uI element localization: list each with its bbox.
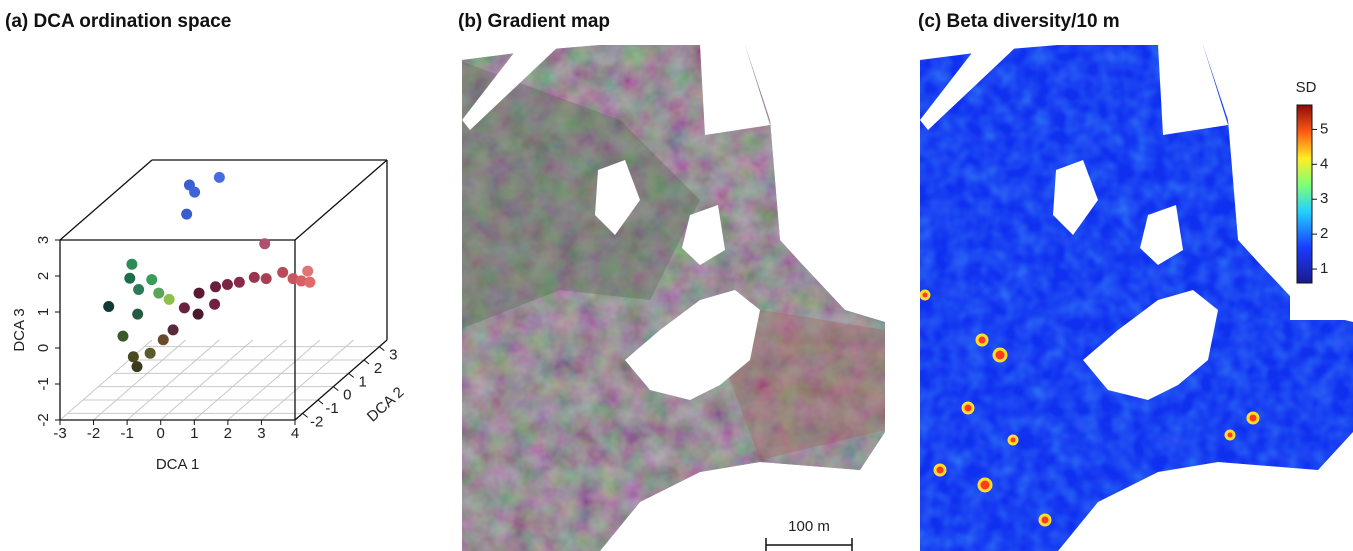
data-point <box>117 330 129 342</box>
y-tick-label: 3 <box>389 347 397 364</box>
data-point <box>287 273 299 285</box>
x-tick-label: 0 <box>157 425 165 442</box>
data-point <box>144 347 156 359</box>
x-tick-label: -1 <box>120 425 133 442</box>
data-point <box>295 275 307 287</box>
data-point <box>260 273 272 285</box>
data-point <box>302 265 314 277</box>
data-point <box>259 238 271 250</box>
data-point <box>133 283 145 295</box>
data-point <box>131 361 143 373</box>
grid-line <box>193 339 287 421</box>
z-tick-label: -1 <box>35 377 52 390</box>
data-point <box>127 351 139 363</box>
data-point <box>213 171 225 183</box>
y-tick-label: 1 <box>358 373 366 390</box>
z-tick-label: 1 <box>35 308 52 316</box>
data-point <box>167 324 179 336</box>
x-tick-label: 1 <box>190 425 198 442</box>
data-point <box>192 308 204 320</box>
colorbar: 1 2 3 4 5 <box>1296 104 1328 284</box>
panel-title: (a) DCA ordination space <box>5 11 231 32</box>
y-tick <box>302 412 308 418</box>
data-point <box>126 258 138 270</box>
colorbar-tick-label: 5 <box>1320 120 1328 137</box>
y-tick-label: -2 <box>310 413 323 430</box>
data-point <box>189 186 201 198</box>
data-point <box>248 271 260 283</box>
data-point <box>163 293 175 305</box>
z-tick-label: 0 <box>35 344 52 352</box>
panel-title: (b) Gradient map <box>458 11 610 32</box>
box-edge <box>294 159 388 241</box>
colorbar-tick-label: 1 <box>1320 260 1328 277</box>
grid-line <box>59 339 153 421</box>
data-point <box>146 274 158 286</box>
data-point <box>157 334 169 346</box>
box-edge <box>59 159 153 241</box>
grid-line <box>227 339 321 421</box>
grid-line <box>93 339 186 421</box>
y-tick <box>317 399 324 405</box>
x-tick-label: -3 <box>53 425 66 442</box>
z-tick-label: -2 <box>35 413 52 426</box>
box-edge <box>294 339 388 421</box>
data-point <box>181 208 193 220</box>
y-tick-label: 0 <box>343 387 351 404</box>
beta-diversity-map: SD 1 2 3 4 5 <box>920 45 1353 551</box>
data-point <box>210 281 222 293</box>
z-axis-label: DCA 3 <box>11 308 28 351</box>
grid-line <box>126 339 220 421</box>
z-tick-label: 3 <box>35 236 52 244</box>
data-point <box>277 266 289 278</box>
y-tick <box>333 386 339 392</box>
data-point <box>124 272 136 284</box>
x-tick-label: 2 <box>224 425 232 442</box>
y-tick <box>348 372 354 378</box>
colorbar-label: SD <box>1296 79 1317 96</box>
x-tick-label: 3 <box>257 425 265 442</box>
data-point <box>221 279 233 291</box>
colorbar-tick-label: 2 <box>1320 225 1328 242</box>
y-tick-label: 2 <box>374 360 382 377</box>
colorbar-tick-label: 4 <box>1320 155 1328 172</box>
y-tick-label: -1 <box>325 400 338 417</box>
z-tick-label: 2 <box>35 272 52 280</box>
data-point <box>193 287 205 299</box>
colorbar-scale <box>1296 104 1313 284</box>
panel-title: (c) Beta diversity/10 m <box>918 11 1120 32</box>
y-axis-label: DCA 2 <box>364 384 408 426</box>
data-point <box>209 298 221 310</box>
colorbar-tick-label: 3 <box>1320 190 1328 207</box>
x-axis-label: DCA 1 <box>156 456 199 473</box>
data-point <box>103 301 115 313</box>
y-tick <box>379 346 385 352</box>
scale-bar-label: 100 m <box>788 518 830 535</box>
y-tick <box>363 359 370 365</box>
grid-line <box>261 339 354 421</box>
data-point <box>233 276 245 288</box>
data-point <box>153 287 165 299</box>
x-tick-label: 4 <box>291 425 299 442</box>
x-tick-label: -2 <box>87 425 100 442</box>
data-point <box>178 302 190 314</box>
gradient-map: 100 m <box>462 45 885 551</box>
data-point <box>304 276 316 288</box>
grid-line <box>160 339 254 421</box>
data-point <box>132 308 144 320</box>
